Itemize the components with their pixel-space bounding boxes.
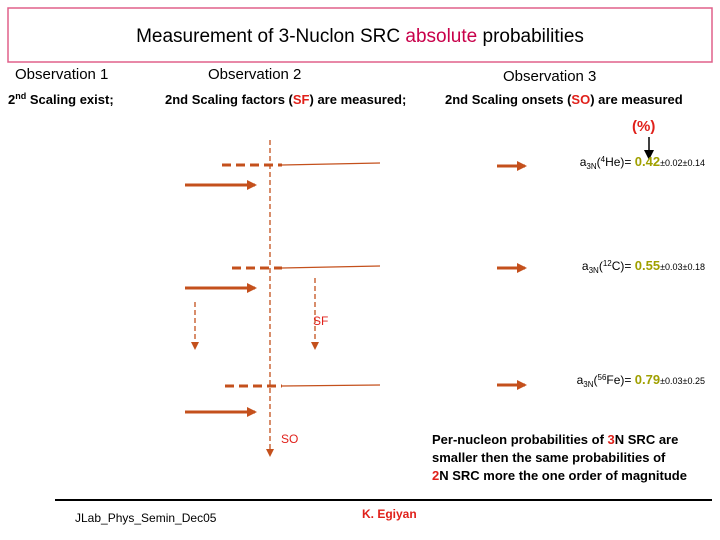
text: ) are measured; <box>310 92 407 107</box>
sup: 56 <box>598 373 607 382</box>
sup: 4 <box>601 155 606 164</box>
result: a3N(12C)= 0.55±0.03±0.18 <box>582 258 705 275</box>
text: ) are measured <box>590 92 683 107</box>
obs-heading: Observation 1 <box>15 66 108 83</box>
sf-label: SF <box>313 314 328 328</box>
note-line: 2N SRC more the one order of magnitude <box>432 468 687 483</box>
note-line: smaller then the same probabilities of <box>432 450 666 465</box>
text: N SRC more the one order of magnitude <box>439 468 687 483</box>
title: Measurement of 3-Nuclon SRC absolute pro… <box>136 26 584 47</box>
text: Per-nucleon probabilities of <box>432 432 608 447</box>
unit: (%) <box>632 118 655 135</box>
footer-author: K. Egiyan <box>362 507 417 521</box>
text: a <box>577 373 584 387</box>
text: C)= <box>612 259 635 273</box>
highlight: 3 <box>608 432 615 447</box>
text: Scaling exist; <box>26 92 113 107</box>
value: 0.55 <box>635 258 660 273</box>
text: N SRC are <box>615 432 679 447</box>
sub: 3N <box>583 380 593 389</box>
text: 2nd Scaling factors ( <box>165 92 294 107</box>
sup: 12 <box>603 259 612 268</box>
sup: nd <box>15 91 26 101</box>
value: 0.79 <box>635 372 660 387</box>
sub: 3N <box>586 162 596 171</box>
line <box>281 162 381 166</box>
note-line: Per-nucleon probabilities of 3N SRC are <box>432 432 678 447</box>
obs-text: 2nd Scaling exist; <box>8 91 114 107</box>
text: a <box>582 259 589 273</box>
title-highlight: absolute <box>405 26 477 47</box>
line <box>281 384 381 387</box>
value: 0.42 <box>635 154 660 169</box>
so-label: SO <box>281 432 298 446</box>
title-text: probabilities <box>477 26 584 47</box>
text: Fe)= <box>606 373 634 387</box>
sub: 3N <box>589 266 599 275</box>
highlight: 2 <box>432 468 439 483</box>
title-box <box>7 7 713 63</box>
obs-text: 2nd Scaling factors (SF) are measured; <box>165 92 406 107</box>
obs-heading: Observation 2 <box>208 66 301 83</box>
text: ( <box>597 155 601 169</box>
obs-text: 2nd Scaling onsets (SO) are measured <box>445 92 683 107</box>
highlight: SF <box>293 92 310 107</box>
highlight: SO <box>571 92 590 107</box>
text: ( <box>599 259 603 273</box>
result: a3N(56Fe)= 0.79±0.03±0.25 <box>577 372 705 389</box>
errors: ±0.03±0.25 <box>660 376 705 386</box>
title-text: Measurement of 3-Nuclon SRC <box>136 26 405 47</box>
result: a3N(4He)= 0.42±0.02±0.14 <box>580 154 705 171</box>
footer-left: JLab_Phys_Semin_Dec05 <box>75 511 217 525</box>
line <box>281 265 381 269</box>
text: 2nd Scaling onsets ( <box>445 92 572 107</box>
errors: ±0.03±0.18 <box>660 262 705 272</box>
obs-heading: Observation 3 <box>503 68 596 85</box>
text: He)= <box>605 155 635 169</box>
errors: ±0.02±0.14 <box>660 158 705 168</box>
text: 2 <box>8 92 15 107</box>
text: a <box>580 155 587 169</box>
text: ( <box>594 373 598 387</box>
